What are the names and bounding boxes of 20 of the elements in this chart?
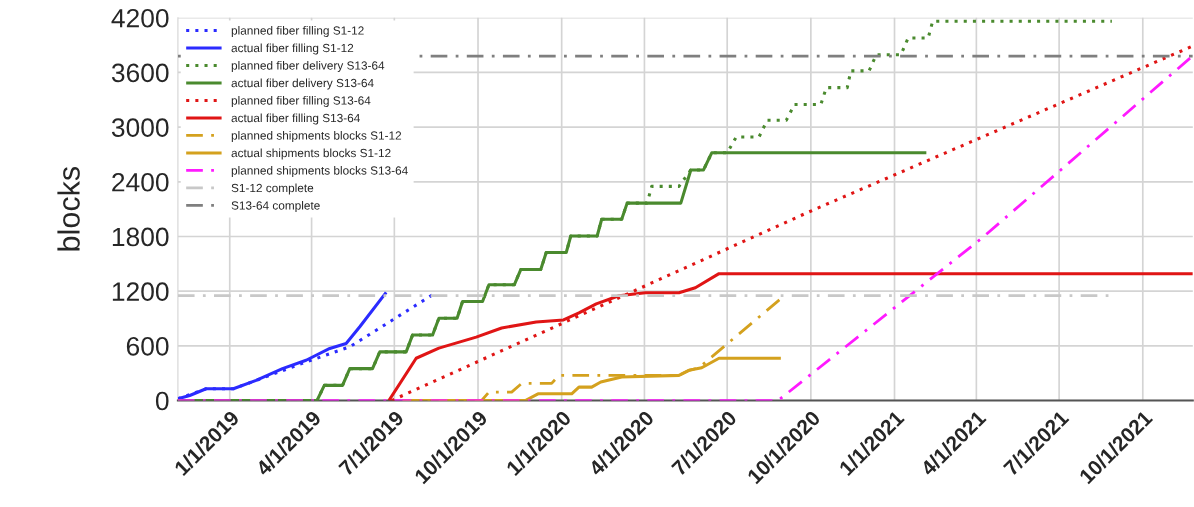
legend-label: S13-64 complete: [231, 200, 320, 212]
legend-label: actual fiber filling S13-64: [231, 113, 360, 125]
legend-label: actual shipments blocks S1-12: [231, 148, 391, 160]
y-tick-label: 3000: [111, 118, 169, 137]
legend-label: planned fiber filling S13-64: [231, 96, 371, 108]
y-tick-label: 0: [155, 391, 169, 411]
legend-label: actual fiber delivery S13-64: [231, 78, 374, 90]
legend-label: S1-12 complete: [231, 183, 314, 195]
y-tick-label: 600: [126, 336, 169, 356]
y-tick-label: 1800: [112, 227, 169, 247]
y-tick-label: 1200: [112, 282, 169, 301]
y-tick-label: 4200: [111, 8, 169, 28]
legend-label: planned fiber filling S1-12: [231, 26, 364, 38]
y-tick-label: 3600: [111, 63, 169, 83]
legend-label: planned shipments blocks S1-12: [231, 131, 402, 142]
legend-label: planned shipments blocks S13-64: [231, 165, 408, 177]
y-tick-label: 2400: [112, 172, 169, 192]
legend-label: planned fiber delivery S13-64: [231, 61, 385, 73]
y-axis-title: blocks: [57, 166, 80, 251]
legend-label: actual fiber filling S1-12: [231, 43, 354, 55]
